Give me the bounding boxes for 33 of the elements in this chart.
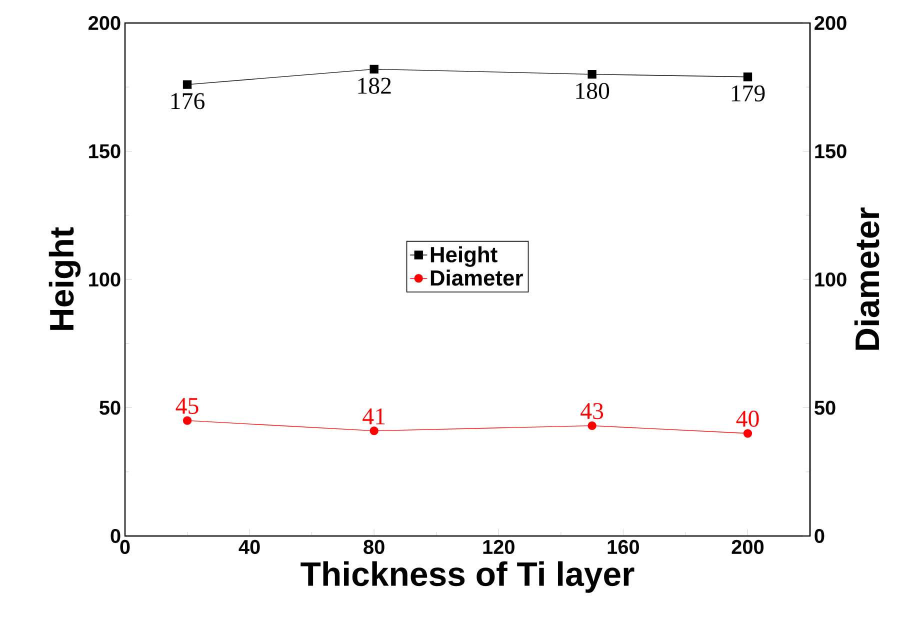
y2-tick-label: 0 <box>814 528 824 544</box>
y-tick-label: 0 <box>110 528 120 544</box>
y2-tick-label: 150 <box>815 144 846 158</box>
data-label: 40 <box>736 410 759 427</box>
point <box>182 80 192 89</box>
x-tick-label: 200 <box>732 540 764 554</box>
data-label: 176 <box>171 93 204 110</box>
x-tick-label: 120 <box>483 540 514 554</box>
y-tick-label: 200 <box>88 16 120 30</box>
legend-label: Height <box>430 246 498 267</box>
x-tick-label: 160 <box>608 540 639 554</box>
data-label: 45 <box>176 398 198 414</box>
data-label: 179 <box>732 85 765 102</box>
y-axis-title: Height <box>48 227 81 330</box>
legend-label: Diameter <box>430 270 523 286</box>
data-label: 43 <box>580 403 604 420</box>
x-tick-label: 40 <box>238 540 260 554</box>
y2-tick-label: 100 <box>815 272 846 287</box>
point <box>743 72 752 82</box>
y2-tick-label: 50 <box>814 400 836 415</box>
y-tick-label: 150 <box>89 144 120 158</box>
x-axis-title: Thickness of Ti layer <box>300 561 634 593</box>
y2-axis-title: Diameter <box>854 208 880 350</box>
data-label: 182 <box>358 78 391 94</box>
y-tick-label: 50 <box>100 400 120 415</box>
point <box>370 64 378 74</box>
point <box>588 70 596 79</box>
y2-tick-label: 200 <box>814 16 846 30</box>
data-label: 180 <box>576 82 610 99</box>
data-label: 41 <box>362 408 385 424</box>
x-tick-label: 0 <box>120 540 130 554</box>
x-tick-label: 80 <box>364 540 384 554</box>
y-tick-label: 100 <box>89 272 120 287</box>
